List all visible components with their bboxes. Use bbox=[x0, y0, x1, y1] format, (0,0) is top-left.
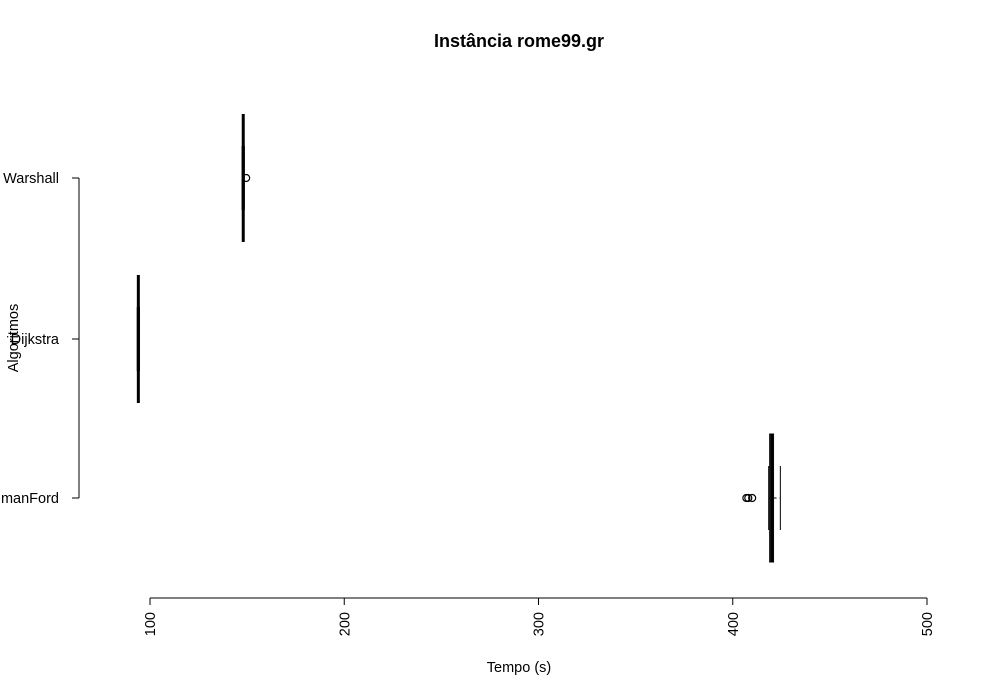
plot-area: 100 200 300 400 500 manFord Dijkstra Warshall bbox=[1, 114, 936, 636]
y-tick-label: manFord bbox=[1, 491, 59, 507]
x-tick-label: 500 bbox=[920, 612, 936, 636]
x-tick-label: 200 bbox=[337, 612, 353, 636]
x-axis-label: Tempo (s) bbox=[487, 660, 551, 676]
outlier-point bbox=[744, 493, 753, 503]
y-tick-label: Dijkstra bbox=[11, 332, 60, 348]
outlier-point bbox=[242, 173, 251, 183]
outlier-point bbox=[748, 493, 757, 503]
y-axis-label: Algoritmos bbox=[6, 304, 22, 373]
x-tick-label: 100 bbox=[143, 612, 159, 636]
x-tick-label: 300 bbox=[532, 612, 548, 636]
chart-title: Instância rome99.gr bbox=[434, 31, 604, 51]
x-tick-label: 400 bbox=[726, 612, 742, 636]
y-tick-label: Warshall bbox=[3, 171, 59, 187]
